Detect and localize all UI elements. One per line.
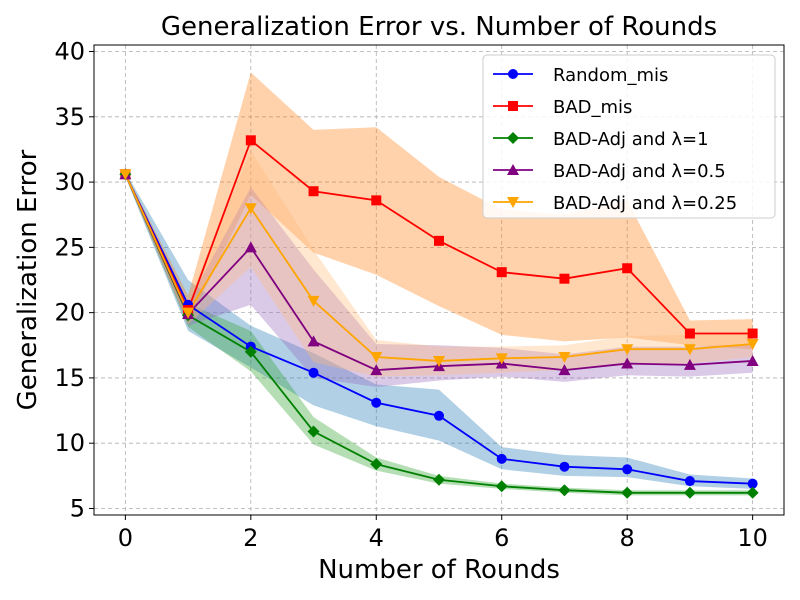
series-3-band xyxy=(125,172,753,496)
series-1-point xyxy=(434,410,444,421)
x-tick-label: 10 xyxy=(737,524,768,552)
series-1-point xyxy=(496,453,507,464)
series-4-point xyxy=(244,241,257,253)
series-2-point xyxy=(496,267,507,278)
series-3-point xyxy=(558,484,571,497)
series-2-point xyxy=(371,195,382,206)
series-3-point xyxy=(683,486,696,499)
series-1-point xyxy=(622,464,633,475)
plot-area-frame xyxy=(93,44,785,516)
series-5-point xyxy=(495,353,508,365)
series-1-point xyxy=(747,478,758,489)
series-3-point xyxy=(746,486,759,499)
series-4-point xyxy=(370,364,383,376)
legend-label-series-4: BAD-Adj and λ=0.5 xyxy=(553,161,726,182)
axis-ticks: 0 2 4 6 8 10 5 10 15 20 25 30 35 40 xyxy=(54,38,767,552)
confidence-bands xyxy=(125,72,753,496)
x-tick-label: 4 xyxy=(369,524,384,552)
series-5-point xyxy=(244,203,257,215)
y-tick-label: 25 xyxy=(54,233,85,261)
x-tick-label: 6 xyxy=(494,524,509,552)
series-4-band xyxy=(125,172,753,388)
y-tick-label: 40 xyxy=(54,38,85,66)
series-5-point xyxy=(119,169,132,181)
legend-label-series-2: BAD_mis xyxy=(553,97,632,118)
series-4-point xyxy=(558,364,571,376)
series-2-point xyxy=(245,135,256,146)
y-tick-label: 35 xyxy=(54,103,85,131)
series-2-point xyxy=(684,328,695,339)
y-tick-label: 30 xyxy=(54,168,85,196)
series-3-point xyxy=(433,473,445,486)
series-2-point xyxy=(308,186,319,197)
series-4-point xyxy=(621,357,634,369)
legend-marker-series-4 xyxy=(507,164,519,175)
series-3-point xyxy=(621,486,634,499)
legend-label-series-3: BAD-Adj and λ=1 xyxy=(553,129,709,150)
series-5-point xyxy=(746,338,759,350)
x-tick-label: 8 xyxy=(620,524,635,552)
series-5-band xyxy=(125,150,753,377)
y-tick-label: 15 xyxy=(54,364,85,392)
y-tick-label: 5 xyxy=(70,494,85,522)
series-2-point xyxy=(747,328,758,339)
series-1-point xyxy=(684,476,695,487)
series-4-point xyxy=(683,358,696,370)
series-5-point xyxy=(182,307,195,319)
legend: Random_mis BAD_mis BAD-Adj and λ=1 BAD-Adj … xyxy=(482,54,776,219)
series-3-point xyxy=(370,458,383,471)
y-axis-label: Generalization Error xyxy=(13,149,43,410)
series-1-band xyxy=(125,171,753,489)
legend-label-series-1: Random_mis xyxy=(553,65,668,86)
legend-marker-series-3 xyxy=(507,132,519,144)
series-4-point xyxy=(307,335,320,347)
x-tick-label: 2 xyxy=(243,524,258,552)
legend-marker-series-5 xyxy=(507,197,519,208)
series-1-point xyxy=(371,397,382,408)
series-1-point xyxy=(559,461,570,472)
series-3-point xyxy=(495,480,508,493)
series-5-point xyxy=(370,352,383,364)
series-4-point xyxy=(746,354,759,366)
series-5-point xyxy=(558,352,571,364)
legend-label-series-5: BAD-Adj and λ=0.25 xyxy=(553,193,737,214)
legend-marker-series-2 xyxy=(508,101,518,111)
chart-title: Generalization Error vs. Number of Round… xyxy=(161,12,717,42)
series-markers xyxy=(119,135,759,499)
series-1-point xyxy=(308,367,319,378)
series-3-point xyxy=(244,345,257,358)
series-2-point xyxy=(434,235,444,246)
series-5-point xyxy=(621,344,634,356)
series-5-point xyxy=(683,344,696,356)
series-5-point xyxy=(307,295,320,307)
series-2-band xyxy=(125,72,753,350)
series-2-point xyxy=(559,273,570,284)
legend-marker-series-1 xyxy=(508,69,518,79)
y-tick-label: 20 xyxy=(54,299,85,327)
series-2-point xyxy=(622,263,633,274)
series-5-point xyxy=(433,355,445,367)
y-tick-label: 10 xyxy=(54,429,85,457)
series-3-point xyxy=(307,425,320,438)
legend-box xyxy=(482,54,776,219)
x-tick-label: 0 xyxy=(118,524,133,552)
x-axis-label: Number of Rounds xyxy=(318,555,560,585)
